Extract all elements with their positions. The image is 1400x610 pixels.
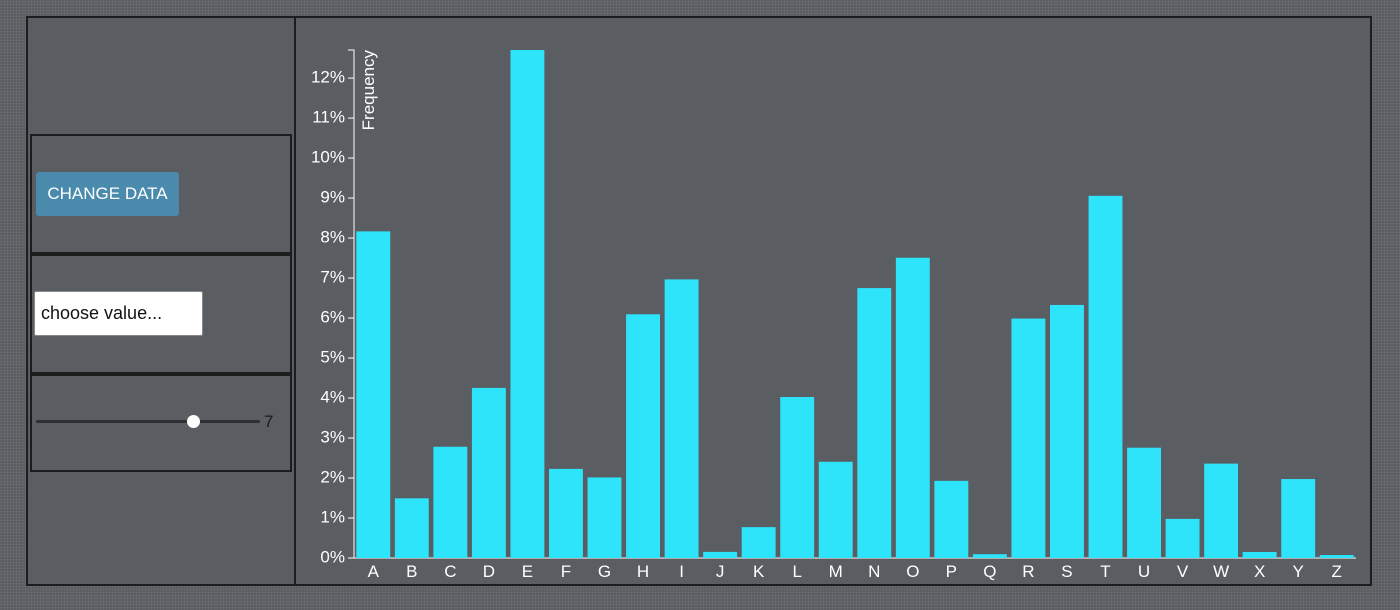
x-tick-label: D (483, 562, 495, 581)
bar-o (895, 257, 930, 558)
y-tick-label: 3% (320, 428, 345, 447)
y-axis: 0% 1% 2% 3% 4% 5% 6% 7% 8% 9% 10% 11% 12% (311, 49, 355, 566)
y-tick-label: 6% (320, 308, 345, 327)
y-tick-label: 5% (320, 348, 345, 367)
bar-g (587, 477, 622, 558)
bar-z (1319, 555, 1354, 558)
bar-y (1281, 479, 1316, 558)
x-tick-label: W (1213, 562, 1229, 581)
x-tick-label: G (598, 562, 611, 581)
value-slider[interactable] (36, 415, 260, 428)
bar-t (1088, 195, 1123, 559)
input-panel (30, 254, 292, 374)
x-tick-label: A (368, 562, 380, 581)
app-frame: CHANGE DATA 7 0% 1% 2% 3% 4% 5% 6% 7% 8% 9% 10% 11%… (26, 16, 1372, 586)
x-tick-label: T (1100, 562, 1110, 581)
bar-w (1204, 463, 1239, 558)
bar-h (626, 314, 660, 558)
y-tick-label: 10% (311, 148, 345, 167)
x-tick-label: R (1022, 562, 1034, 581)
x-tick-label: P (946, 562, 957, 581)
bar-c (433, 446, 468, 558)
bar-k (741, 527, 776, 558)
y-axis-label: Frequency (359, 50, 378, 131)
bar-u (1127, 447, 1161, 558)
bar-d (471, 387, 506, 558)
bar-n (857, 288, 892, 558)
bar-f (549, 468, 583, 558)
y-tick-label: 11% (312, 108, 345, 127)
x-tick-label: X (1254, 562, 1265, 581)
slider-value-label: 7 (264, 412, 274, 431)
y-tick-label: 8% (320, 228, 345, 247)
bar-chart: 0% 1% 2% 3% 4% 5% 6% 7% 8% 9% 10% 11% 12% A B C D E F G H I J… (311, 49, 1356, 581)
bar-b (394, 498, 429, 558)
bar-m (818, 461, 853, 558)
bar-x (1242, 552, 1277, 558)
x-tick-label: L (792, 562, 801, 581)
y-tick-label: 4% (320, 388, 345, 407)
slider-panel: 7 (30, 374, 292, 472)
x-tick-label: U (1138, 562, 1150, 581)
x-tick-label: J (716, 562, 725, 581)
button-panel: CHANGE DATA (30, 134, 292, 254)
x-tick-label: C (444, 562, 456, 581)
x-tick-label: M (829, 562, 843, 581)
bar-j (703, 551, 738, 558)
bar-l (780, 397, 815, 558)
bar-s (1050, 304, 1084, 558)
bar-q (972, 554, 1007, 558)
x-tick-label: V (1177, 562, 1189, 581)
y-tick-label: 9% (320, 188, 345, 207)
y-tick-label: 12% (311, 68, 345, 87)
choose-value-input[interactable] (34, 291, 203, 336)
bar-a (356, 231, 391, 558)
x-tick-label: N (868, 562, 880, 581)
x-tick-label: S (1061, 562, 1072, 581)
x-tick-label: Q (983, 562, 996, 581)
x-tick-label: K (753, 562, 765, 581)
y-tick-label: 0% (320, 547, 345, 566)
x-tick-label: I (679, 562, 684, 581)
bar-v (1165, 518, 1200, 558)
bar-i (664, 279, 699, 558)
bar-r (1011, 318, 1046, 558)
change-data-button[interactable]: CHANGE DATA (36, 172, 179, 216)
x-tick-label: Y (1293, 562, 1304, 581)
x-axis: A B C D E F G H I J K L M N O P Q R S T U V W X Y Z (354, 557, 1356, 581)
x-tick-label: B (406, 562, 417, 581)
x-tick-label: O (906, 562, 919, 581)
bar-e (510, 50, 545, 558)
x-tick-label: F (561, 562, 571, 581)
chart-area: 0% 1% 2% 3% 4% 5% 6% 7% 8% 9% 10% 11% 12% A B C D E F G H I J… (298, 18, 1370, 584)
x-tick-label: Z (1332, 562, 1342, 581)
control-sidebar: CHANGE DATA 7 (28, 18, 296, 584)
y-axis-line (348, 49, 355, 559)
bar-p (934, 480, 969, 558)
y-tick-label: 2% (320, 467, 345, 486)
slider-thumb[interactable] (186, 415, 200, 428)
x-tick-label: E (522, 562, 533, 581)
x-tick-label: H (637, 562, 649, 581)
y-tick-label: 1% (320, 507, 345, 526)
bars (356, 50, 1354, 559)
y-tick-label: 7% (320, 268, 345, 287)
